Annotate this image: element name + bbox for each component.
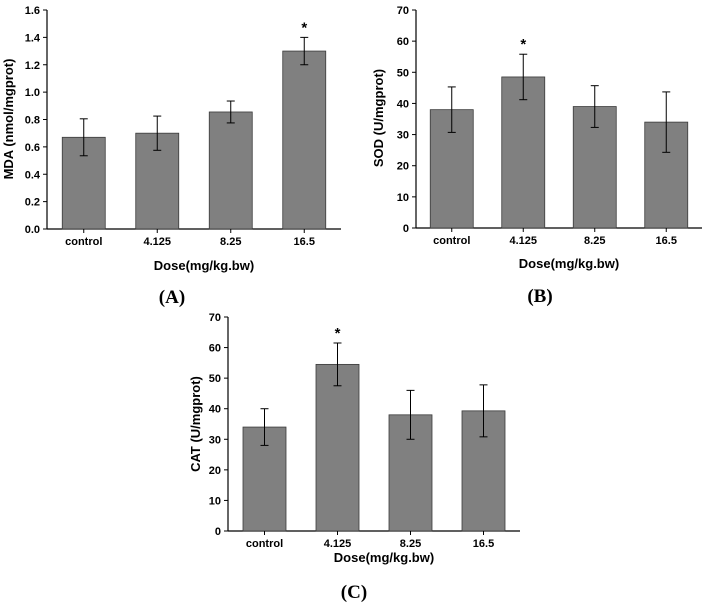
x-axis-title: Dose(mg/kg.bw) bbox=[519, 256, 619, 271]
y-tick-label: 60 bbox=[397, 36, 409, 48]
panel-label: (C) bbox=[341, 582, 367, 603]
y-tick-label: 40 bbox=[209, 404, 221, 416]
y-tick-label: 0.2 bbox=[25, 197, 40, 209]
y-tick-label: 50 bbox=[397, 67, 409, 79]
y-tick-label: 0.4 bbox=[25, 169, 41, 181]
y-axis-title: SOD (U/mgprot) bbox=[371, 69, 386, 167]
y-tick-label: 70 bbox=[209, 312, 221, 324]
panel-label: (A) bbox=[159, 287, 185, 308]
x-tick-label: 8.25 bbox=[400, 538, 421, 550]
y-axis-title: MDA (nmol/mgprot) bbox=[1, 59, 16, 180]
significance-star: * bbox=[335, 325, 341, 342]
y-tick-label: 70 bbox=[397, 5, 409, 17]
y-tick-label: 50 bbox=[209, 373, 221, 385]
chart-panel-b: 0 10 20 30 40 50 60 70 control 4.125 * 8.25 16.5 Dose… bbox=[371, 5, 702, 307]
x-tick-label: control bbox=[246, 538, 283, 550]
y-tick-label: 0.6 bbox=[25, 142, 40, 154]
x-tick-label: control bbox=[433, 235, 470, 247]
panel-label: (B) bbox=[527, 286, 552, 307]
y-tick-label: 1.6 bbox=[25, 5, 40, 17]
chart-panel-a: 0.0 0.2 0.4 0.6 0.8 1.0 1.2 1.4 1.6 control 4.125 8… bbox=[1, 5, 341, 308]
bar-4_125 bbox=[315, 363, 360, 532]
x-tick-label: 4.125 bbox=[324, 538, 352, 550]
y-tick-label: 10 bbox=[209, 495, 221, 507]
y-tick-label: 30 bbox=[397, 130, 409, 142]
x-axis-title: Dose(mg/kg.bw) bbox=[334, 550, 434, 565]
bar-8_25 bbox=[208, 111, 253, 230]
y-tick-label: 0 bbox=[215, 526, 221, 538]
y-tick-label: 1.2 bbox=[25, 60, 40, 72]
y-tick-label: 20 bbox=[397, 161, 409, 173]
y-tick-label: 10 bbox=[397, 192, 409, 204]
x-tick-label: 8.25 bbox=[220, 236, 241, 248]
x-tick-label: 16.5 bbox=[294, 236, 315, 248]
y-tick-label: 40 bbox=[397, 98, 409, 110]
chart-panel-c: 0 10 20 30 40 50 60 70 control 4.125 * 8.25 16.5 Dose… bbox=[188, 312, 520, 603]
y-tick-label: 0.0 bbox=[25, 224, 40, 236]
x-tick-label: 4.125 bbox=[143, 236, 171, 248]
x-tick-label: control bbox=[65, 236, 102, 248]
y-tick-label: 20 bbox=[209, 465, 221, 477]
y-tick-label: 60 bbox=[209, 343, 221, 355]
x-tick-label: 16.5 bbox=[473, 538, 494, 550]
x-tick-label: 16.5 bbox=[656, 235, 677, 247]
y-axis-title: CAT (U/mgprot) bbox=[188, 376, 203, 472]
y-tick-label: 30 bbox=[209, 434, 221, 446]
bar-16_5 bbox=[282, 50, 327, 230]
y-tick-label: 0.8 bbox=[25, 115, 40, 127]
significance-star: * bbox=[301, 19, 307, 36]
significance-star: * bbox=[520, 36, 526, 53]
x-axis-title: Dose(mg/kg.bw) bbox=[154, 258, 254, 273]
x-tick-label: 8.25 bbox=[584, 235, 605, 247]
y-tick-label: 0 bbox=[403, 223, 409, 235]
bar-4_125 bbox=[501, 76, 546, 229]
y-tick-label: 1.4 bbox=[25, 32, 41, 44]
x-tick-label: 4.125 bbox=[509, 235, 537, 247]
y-tick-label: 1.0 bbox=[25, 87, 40, 99]
